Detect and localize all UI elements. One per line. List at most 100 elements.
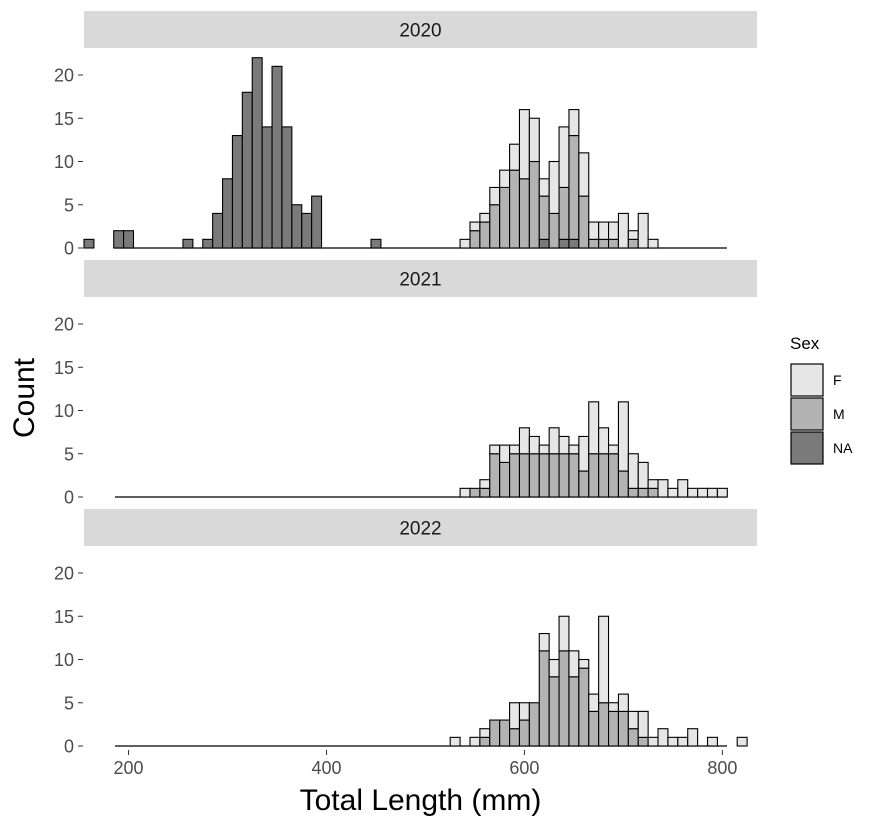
bar-m: [627, 238, 639, 249]
y-tick-label: 15: [54, 607, 74, 627]
bar-f: [518, 702, 530, 721]
bar-f: [617, 693, 629, 712]
bar-na: [370, 238, 382, 249]
bar-m: [607, 710, 619, 747]
bar-m: [548, 453, 560, 498]
bar-f: [499, 169, 511, 188]
bar-f: [588, 693, 600, 712]
bar-na: [251, 57, 263, 249]
bar-f: [706, 736, 718, 747]
bar-f: [558, 126, 570, 189]
bar-m: [499, 186, 511, 249]
bar-na: [83, 238, 95, 249]
legend-label: M: [833, 406, 845, 422]
y-tick-label: 0: [64, 239, 74, 259]
legend-key-f: [790, 363, 824, 397]
bar-m: [489, 719, 501, 747]
bar-na: [261, 126, 273, 249]
bar-f: [687, 728, 699, 747]
bar-m: [479, 221, 491, 249]
bar-f: [607, 702, 619, 712]
bar-f: [627, 710, 639, 730]
bar-f: [518, 109, 530, 180]
bar-m: [568, 676, 580, 747]
bar-m: [607, 453, 619, 498]
bar-f: [568, 650, 580, 678]
facet-panel-2020: 2020 0 5 10 15 20: [54, 11, 757, 259]
bar-f: [558, 615, 570, 652]
bar-f: [607, 444, 619, 455]
bar-f: [538, 178, 550, 197]
bar-m: [479, 487, 491, 498]
bar-f: [449, 736, 461, 747]
x-tick-label: 800: [707, 758, 737, 778]
bar-f: [469, 736, 481, 747]
bar-f: [617, 401, 629, 472]
bar-f: [528, 117, 540, 163]
bar-f: [479, 212, 491, 223]
bar-f: [677, 736, 689, 747]
bar-m: [499, 461, 511, 498]
y-tick-label: 5: [64, 693, 74, 713]
bar-na: [271, 65, 283, 249]
y-tick-label: 10: [54, 401, 74, 421]
y-tick-label: 15: [54, 358, 74, 378]
facet-strip: [84, 509, 757, 546]
bar-na: [212, 212, 224, 249]
bar-m: [627, 487, 639, 498]
bar-m: [598, 702, 610, 747]
bar-f: [677, 479, 689, 498]
bar-f: [736, 736, 748, 747]
x-axis-title: Total Length (mm): [300, 784, 542, 817]
bar-f: [568, 109, 580, 137]
y-tick-label: 0: [64, 737, 74, 757]
bar-f: [489, 186, 501, 206]
bar-f: [706, 487, 718, 498]
x-tick-label: 400: [311, 758, 341, 778]
bar-f: [459, 487, 471, 498]
bar-f: [697, 487, 709, 498]
bar-m: [528, 160, 540, 249]
bar-na: [291, 204, 303, 249]
bar-m: [518, 719, 530, 747]
bar-f: [598, 615, 610, 704]
bar-na: [123, 230, 135, 249]
bar-m: [588, 238, 600, 249]
bar-f: [647, 479, 659, 489]
bar-na: [568, 238, 580, 249]
bar-m: [509, 453, 521, 498]
bar-f: [548, 160, 560, 214]
bar-m: [538, 195, 550, 240]
facet-panel-2022: 2022 0 5 10 15 20: [54, 509, 757, 757]
bar-m: [578, 195, 590, 249]
y-tick-label: 5: [64, 195, 74, 215]
bar-f: [538, 444, 550, 455]
legend-title: Sex: [790, 334, 820, 353]
bar-f: [548, 658, 560, 678]
bar-f: [558, 435, 570, 455]
bar-f: [637, 461, 649, 489]
y-axis-title: Count: [8, 357, 41, 438]
y-tick-label: 20: [54, 564, 74, 584]
bar-m: [617, 710, 629, 747]
facet-strip: [84, 260, 757, 297]
bar-f: [548, 427, 560, 455]
bar-m: [598, 238, 610, 249]
y-tick-label: 20: [54, 315, 74, 335]
bar-m: [489, 453, 501, 498]
bar-m: [528, 702, 540, 747]
bar-f: [637, 710, 649, 738]
bar-f: [479, 728, 491, 738]
bar-m: [558, 453, 570, 498]
bar-f: [489, 444, 501, 455]
bar-m: [509, 728, 521, 747]
bar-f: [627, 230, 639, 240]
x-tick-label: 200: [114, 758, 144, 778]
bar-m: [518, 178, 530, 249]
bar-na: [113, 230, 125, 249]
bar-na: [182, 238, 194, 249]
y-tick-label: 10: [54, 152, 74, 172]
bar-na: [281, 126, 293, 249]
bar-m: [588, 710, 600, 747]
y-tick-label: 5: [64, 444, 74, 464]
